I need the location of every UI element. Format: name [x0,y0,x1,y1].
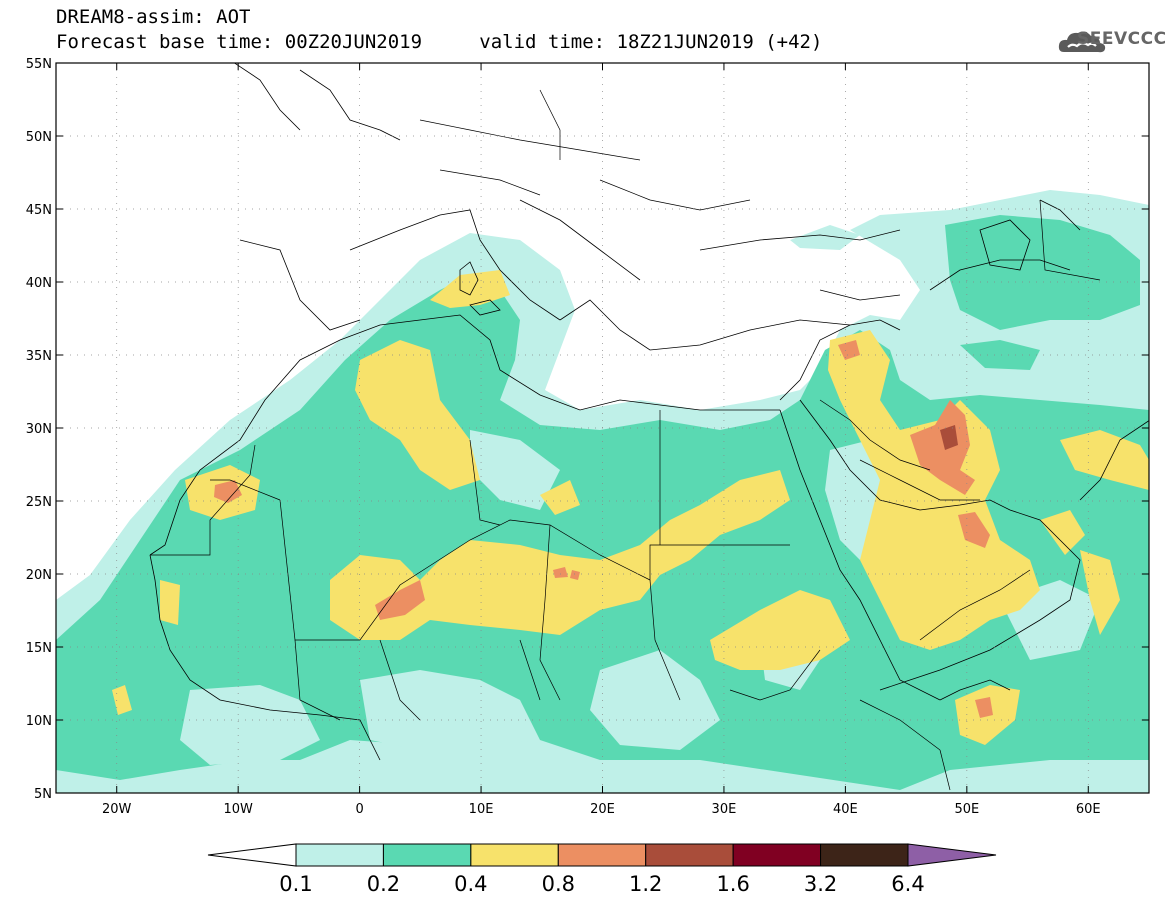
lat-tick-label: 30N [26,422,52,437]
lon-tick-label: 60E [1076,802,1101,817]
colorbar-over-triangle [907,843,997,867]
lat-tick-label: 35N [26,349,52,364]
lat-tick-label: 10N [26,714,52,729]
lon-tick-label: 20W [102,802,132,817]
country-borders [150,89,1101,791]
lon-tick-label: 40E [833,802,858,817]
aot-band-0.4 [112,270,1149,745]
lat-tick-label: 55N [26,57,52,72]
colorbar-label: 0.4 [454,872,487,896]
colorbar-swatch [382,843,472,867]
aot-band-1.2 [940,425,958,450]
colorbar-label: 6.4 [891,872,924,896]
lon-tick-label: 50E [954,802,979,817]
colorbar-swatch [732,843,822,867]
time-info: Forecast base time: 00Z20JUN2019 valid t… [56,31,822,53]
colorbar-label: 0.2 [367,872,400,896]
map-grid [56,63,1149,793]
lon-tick-label: 20E [590,802,615,817]
colorbar-swatch [470,843,559,867]
lat-tick-label: 45N [26,203,52,218]
colorbar-label: 1.2 [629,872,662,896]
lat-tick-label: 25N [26,495,52,510]
colorbar-swatch [820,843,909,867]
colorbar-label: 1.6 [716,872,749,896]
colorbar-swatch [557,843,647,867]
aot-band-0.8 [214,340,993,718]
colorbar-label: 0.8 [542,872,575,896]
lon-tick-label: 30E [712,802,737,817]
lat-tick-label: 40N [26,276,52,291]
colorbar-label: 3.2 [804,872,837,896]
coastlines [149,63,1149,761]
colorbar-swatch [295,843,384,867]
map-title: DREAM8-assim: AOT [56,6,251,28]
colorbar-under-triangle [207,843,297,867]
brand-name: SEEVCCC [1077,29,1165,49]
lat-tick-label: 20N [26,568,52,583]
colorbar: 0.1 0.2 0.4 0.8 1.2 1.6 3.2 6.4 [207,843,997,896]
base-time: Forecast base time: 00Z20JUN2019 [56,31,423,53]
lon-tick-label: 10W [223,802,253,817]
lat-tick-label: 5N [34,787,52,802]
lat-tick-label: 50N [26,130,52,145]
axis-ticks: 55N 50N 45N 40N 35N 30N 25N 20N 15N 10N 5N 20W 10W 0 1… [26,57,1149,817]
cloud-logo-icon [1058,31,1106,53]
lon-tick-label: 0 [355,802,363,817]
valid-time: valid time: 18Z21JUN2019 (+42) [479,31,823,53]
colorbar-label: 0.1 [279,872,312,896]
colorbar-swatch [645,843,734,867]
lat-tick-label: 15N [26,641,52,656]
lon-tick-label: 10E [469,802,494,817]
